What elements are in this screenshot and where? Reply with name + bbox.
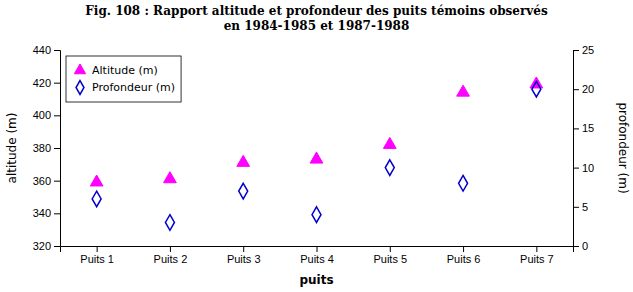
y-axis-tick: 340	[33, 207, 60, 219]
y-axis-tick-label: 380	[33, 142, 51, 154]
y-axis-tick-mark	[54, 50, 60, 51]
y2-axis-tick: 0	[573, 240, 588, 252]
y2-axis-tick-label: 0	[582, 240, 588, 252]
x-axis-tick: Puits 3	[227, 246, 261, 265]
x-axis-tick-label: Puits 6	[447, 253, 481, 265]
y-axis-tick-mark	[54, 213, 60, 214]
point	[383, 137, 396, 148]
legend-symbol	[74, 64, 85, 74]
title-line: en 1984-1985 et 1987-1988	[224, 19, 410, 33]
point	[532, 81, 541, 97]
y-axis-tick: 320	[33, 240, 60, 252]
x-axis-tick-mark	[536, 246, 537, 252]
y-axis-tick: 440	[33, 44, 60, 56]
legend-frame	[66, 56, 181, 102]
legend-symbol	[76, 81, 84, 95]
y2-axis-tick-label: 15	[582, 122, 594, 134]
legend: Altitude (m) Profondeur (m)	[66, 56, 181, 102]
y-axis-tick: 360	[33, 175, 60, 187]
legend-label: Profondeur (m)	[92, 81, 175, 94]
y-axis-tick-label: 340	[33, 207, 51, 219]
point	[92, 191, 101, 207]
series	[90, 77, 542, 186]
y2-axis-title: profondeur (m)	[616, 102, 630, 193]
y2-axis-tick-mark	[573, 89, 579, 90]
point	[312, 207, 321, 223]
y-axis-title: altitude (m)	[5, 113, 19, 184]
x-axis-tick-label: Puits 7	[520, 253, 554, 265]
y2-axis-tick: 25	[573, 44, 594, 56]
y2-axis-tick-mark	[573, 168, 579, 169]
x-axis-tick-mark	[390, 246, 391, 252]
y-axis-tick: 380	[33, 142, 60, 154]
y2-axis-tick-mark	[573, 246, 579, 247]
title: Fig. 108 : Rapport altitude et profondeu…	[85, 4, 548, 33]
point	[459, 175, 468, 191]
x-axis-tick-label: Puits 5	[373, 253, 407, 265]
point	[457, 85, 470, 96]
y2-axis-tick: 5	[573, 201, 588, 213]
y-axis-tick-label: 320	[33, 240, 51, 252]
y-axis-tick: 420	[33, 77, 60, 89]
y2-axis-tick: 10	[573, 162, 594, 174]
y2-axis-line	[574, 51, 580, 247]
y-axis-tick-mark	[54, 246, 60, 247]
x-axis-tick-mark	[463, 246, 464, 252]
y2-axis-tick: 15	[573, 122, 594, 134]
y2-axis: 0 5 10 15 20 25	[573, 44, 594, 252]
x-axis: Puits 1 Puits 2 Puits 3 Puits 4 Puits 5 Puits…	[61, 246, 574, 265]
x-axis-tick: Puits 2	[154, 246, 188, 265]
x-axis-tick-label: Puits 3	[227, 253, 261, 265]
y-axis: 320 340 360 380 400 420 440	[33, 44, 61, 252]
y2-axis-tick-label: 5	[582, 201, 588, 213]
point	[385, 160, 394, 176]
point	[164, 172, 177, 183]
y2-axis-tick-mark	[573, 50, 579, 51]
point	[310, 152, 323, 163]
x-axis-tick-label: Puits 2	[154, 253, 188, 265]
y-axis-tick-mark	[54, 181, 60, 182]
y2-axis-tick: 20	[573, 83, 594, 95]
x-axis-tick-mark	[243, 246, 244, 252]
chart-svg: Fig. 108 : Rapport altitude et profondeu…	[0, 0, 633, 292]
plot-area: Puits 1 Puits 2 Puits 3 Puits 4 Puits 5 Puits…	[33, 44, 595, 265]
x-axis-tick: Puits 4	[300, 246, 334, 265]
y-axis-tick-mark	[54, 115, 60, 116]
y-axis-tick-mark	[54, 83, 60, 84]
y-axis-tick-label: 360	[33, 175, 51, 187]
point	[90, 175, 103, 186]
x-axis-tick: Puits 7	[520, 246, 554, 265]
x-axis-tick-mark	[317, 246, 318, 252]
y2-axis-tick-mark	[573, 128, 579, 129]
x-axis-tick-label: Puits 4	[300, 253, 334, 265]
legend-label: Altitude (m)	[92, 64, 158, 77]
x-axis-tick: Puits 5	[373, 246, 407, 265]
y-axis-tick-label: 440	[33, 44, 51, 56]
y-axis-tick-mark	[54, 148, 60, 149]
y2-axis-tick-label: 10	[582, 162, 594, 174]
title-line: Fig. 108 : Rapport altitude et profondeu…	[85, 4, 548, 18]
y2-axis-tick-mark	[573, 207, 579, 208]
x-axis-tick-label: Puits 1	[80, 253, 114, 265]
x-axis-tick-mark	[170, 246, 171, 252]
x-axis-tick: Puits 1	[80, 246, 114, 265]
y-axis-tick-label: 400	[33, 109, 51, 121]
point	[165, 215, 174, 231]
x-axis-title: puits	[299, 273, 333, 287]
point	[237, 155, 250, 166]
point	[239, 183, 248, 199]
y-axis-tick-label: 420	[33, 77, 51, 89]
y2-axis-tick-label: 25	[582, 44, 594, 56]
legend-item: Profondeur (m)	[76, 81, 175, 95]
x-axis-line	[61, 247, 574, 253]
x-axis-tick: Puits 6	[447, 246, 481, 265]
x-axis-tick-mark	[97, 246, 98, 252]
y2-axis-tick-label: 20	[582, 83, 594, 95]
y-axis-line	[54, 51, 61, 247]
y-axis-tick: 400	[33, 109, 60, 121]
series	[92, 81, 541, 230]
legend-item: Altitude (m)	[74, 64, 157, 77]
